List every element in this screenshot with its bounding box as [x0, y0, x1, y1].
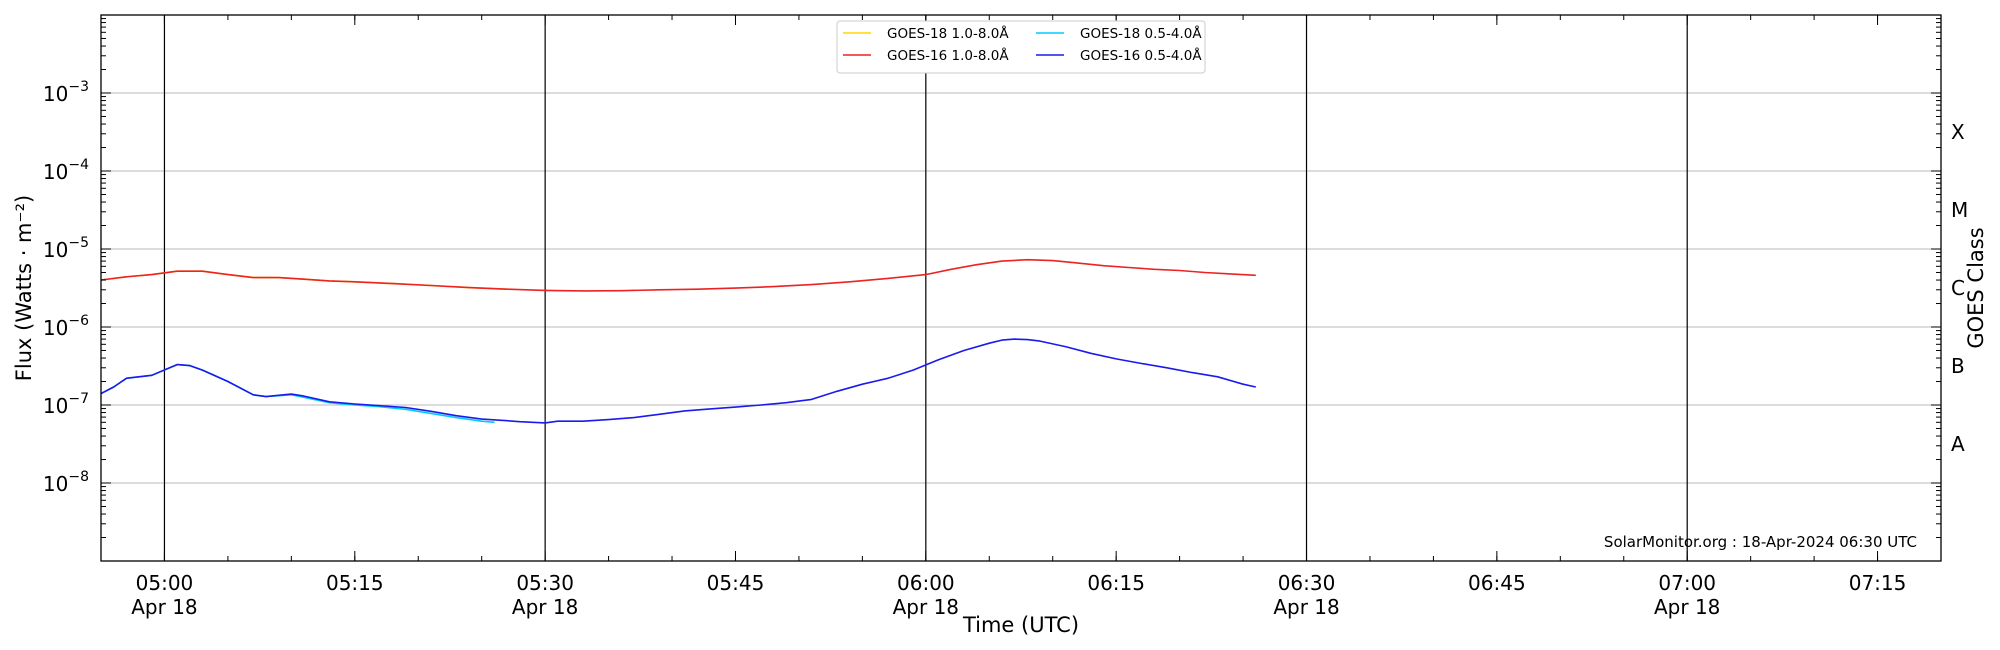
series-line: [100, 338, 1256, 424]
x-tick-date-label: Apr 18: [1273, 595, 1339, 619]
y-tick-label: 10−5: [43, 235, 89, 262]
legend-entry: GOES-16 1.0-8.0Å: [887, 47, 1009, 64]
x-tick-label: 05:15: [326, 571, 384, 595]
goes-class-label: X: [1951, 120, 1965, 144]
legend-entry: GOES-18 1.0-8.0Å: [887, 25, 1009, 42]
x-tick-label: 07:15: [1849, 571, 1907, 595]
goes-class-axis-label: GOES Class: [1964, 227, 1988, 348]
x-tick-label: 05:00: [136, 571, 194, 595]
x-tick-label: 06:30: [1278, 571, 1336, 595]
x-tick-date-label: Apr 18: [512, 595, 578, 619]
x-tick-label: 06:00: [897, 571, 955, 595]
legend-entry: GOES-16 0.5-4.0Å: [1080, 47, 1202, 64]
y-tick-label: 10−6: [43, 313, 89, 340]
y-axis-label: Flux (Watts · m⁻²): [12, 195, 36, 381]
x-axis-label: Time (UTC): [962, 613, 1079, 637]
x-tick-label: 06:45: [1468, 571, 1526, 595]
x-tick-date-label: Apr 18: [893, 595, 959, 619]
goes-class-label: A: [1951, 432, 1965, 456]
grid-layer: [101, 92, 1941, 484]
x-tick-label: 07:00: [1658, 571, 1716, 595]
vertical-reference-lines: [163, 15, 1688, 561]
y-tick-label: 10−7: [43, 391, 89, 418]
y-tick-label: 10−8: [43, 469, 89, 496]
series-line: [100, 363, 495, 424]
x-tick-date-label: Apr 18: [1654, 595, 1720, 619]
legend-box: [836, 20, 1206, 74]
x-tick-date-label: Apr 18: [131, 595, 197, 619]
goes-class-label: B: [1951, 354, 1965, 378]
x-tick-label: 06:15: [1087, 571, 1145, 595]
series-layer: [100, 258, 1256, 424]
plot-frame: [100, 14, 1942, 562]
legend-entry: GOES-18 0.5-4.0Å: [1080, 25, 1202, 42]
y-tick-label: 10−3: [43, 79, 89, 106]
goes-class-label: C: [1951, 276, 1965, 300]
goes-class-label: M: [1951, 198, 1968, 222]
x-tick-label: 05:45: [707, 571, 765, 595]
series-line: [100, 258, 1256, 292]
y-tick-label: 10−4: [43, 157, 89, 184]
tick-layer: [100, 15, 1942, 562]
x-tick-label: 05:30: [516, 571, 574, 595]
legend: GOES-18 1.0-8.0Å GOES-16 1.0-8.0Å GOES-18 …: [836, 20, 1206, 74]
watermark-text: SolarMonitor.org : 18-Apr-2024 06:30 UTC: [1604, 533, 1917, 551]
